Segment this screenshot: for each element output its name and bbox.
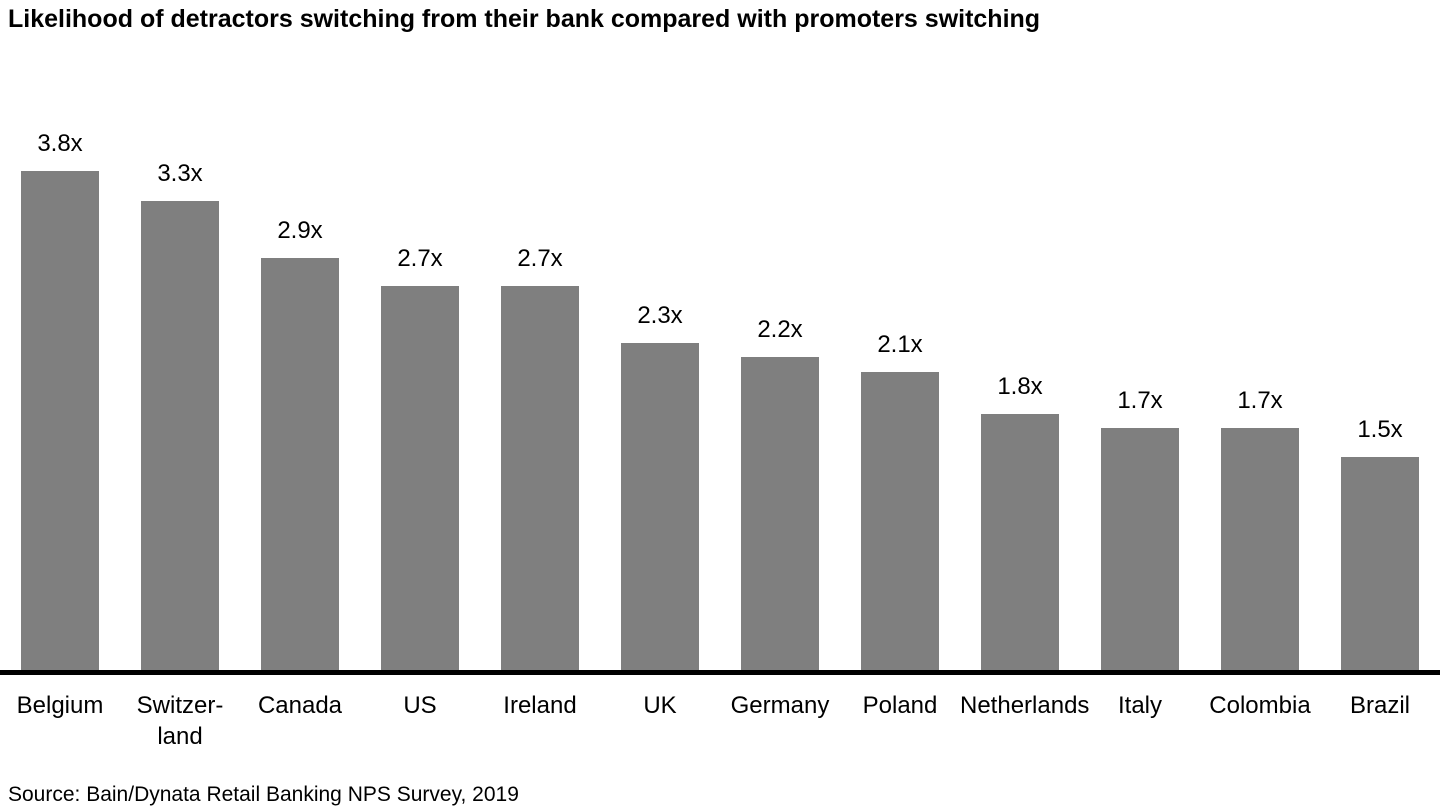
category-label-line: Brazil <box>1349 692 1410 719</box>
bar-value-label: 2.3x <box>637 302 683 330</box>
bar <box>981 414 1059 670</box>
category-axis: Belgium Switzer-land Canada US Ireland UK Germ… <box>0 690 1440 752</box>
category-label: Switzer-land <box>120 690 240 752</box>
category-label-line: Poland <box>862 692 938 719</box>
x-axis-line <box>0 670 1440 675</box>
bar <box>501 286 579 670</box>
bar-column: 1.7x <box>1080 130 1200 670</box>
bar-column: 2.9x <box>240 130 360 670</box>
bar-value-label: 1.7x <box>1117 387 1163 415</box>
category-label: Italy <box>1080 690 1200 752</box>
bar-value-label: 2.7x <box>397 245 443 273</box>
bar-column: 2.2x <box>720 130 840 670</box>
category-label-line: Belgium <box>16 692 104 719</box>
category-label-line: Netherlands <box>960 692 1090 719</box>
bar <box>1101 428 1179 670</box>
category-label-line: land <box>157 723 203 750</box>
category-label: Brazil <box>1320 690 1440 752</box>
source-note: Source: Bain/Dynata Retail Banking NPS S… <box>8 783 519 806</box>
category-label-line: US <box>403 692 437 719</box>
bar-column: 1.5x <box>1320 130 1440 670</box>
category-label-line: UK <box>643 692 677 719</box>
bar <box>861 371 939 670</box>
bar-column: 2.7x <box>360 130 480 670</box>
category-label: US <box>360 690 480 752</box>
bar-column: 1.7x <box>1200 130 1320 670</box>
bar-column: 2.1x <box>840 130 960 670</box>
category-label: Germany <box>720 690 840 752</box>
bar-value-label: 2.9x <box>277 216 323 244</box>
bar <box>261 257 339 670</box>
category-label: Canada <box>240 690 360 752</box>
category-label-line: Italy <box>1117 692 1162 719</box>
bar-value-label: 2.2x <box>757 316 803 344</box>
bar <box>741 357 819 670</box>
category-label: Ireland <box>480 690 600 752</box>
category-label: Poland <box>840 690 960 752</box>
bar-value-label: 2.7x <box>517 245 563 273</box>
bar-value-label: 3.8x <box>37 130 83 157</box>
bar <box>621 343 699 670</box>
bar-column: 2.3x <box>600 130 720 670</box>
bar-column: 1.8x <box>960 130 1080 670</box>
category-label: Belgium <box>0 690 120 752</box>
category-label-line: Switzer- <box>136 692 224 719</box>
bar-value-label: 2.1x <box>877 330 923 358</box>
bar-column: 2.7x <box>480 130 600 670</box>
bar <box>381 286 459 670</box>
category-label: UK <box>600 690 720 752</box>
category-label: Netherlands <box>960 690 1090 752</box>
bar-column: 3.3x <box>120 130 240 670</box>
plot-area: 3.8x 3.3x 2.9x 2.7x 2.7x 2.3x 2.2x 2.1x 1.8x 1.7x… <box>0 130 1440 670</box>
bar-value-label: 1.8x <box>997 373 1043 401</box>
category-label-line: Germany <box>730 692 830 719</box>
bar-value-label: 3.3x <box>157 160 203 188</box>
bar <box>141 201 219 670</box>
category-label: Colombia <box>1200 690 1320 752</box>
category-label-line: Colombia <box>1209 692 1311 719</box>
bar-value-label: 1.5x <box>1357 415 1403 443</box>
bar-column: 3.8x <box>0 130 120 670</box>
bar-value-label: 1.7x <box>1237 387 1283 415</box>
bar <box>21 171 99 670</box>
chart-title: Likelihood of detractors switching from … <box>8 5 1041 33</box>
category-label-line: Ireland <box>503 692 577 719</box>
bar <box>1221 428 1299 670</box>
bar <box>1341 456 1419 670</box>
category-label-line: Canada <box>257 692 343 719</box>
